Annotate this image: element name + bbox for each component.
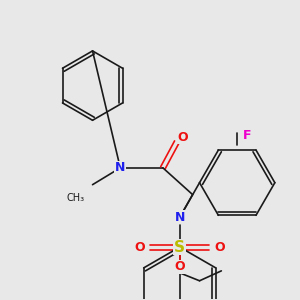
Text: O: O bbox=[135, 241, 146, 254]
Text: O: O bbox=[177, 130, 188, 144]
Text: N: N bbox=[175, 211, 185, 224]
Text: F: F bbox=[243, 129, 251, 142]
Text: O: O bbox=[174, 260, 185, 273]
Text: CH₃: CH₃ bbox=[67, 193, 85, 202]
Text: O: O bbox=[214, 241, 225, 254]
Text: S: S bbox=[174, 240, 185, 255]
Text: N: N bbox=[115, 161, 125, 174]
